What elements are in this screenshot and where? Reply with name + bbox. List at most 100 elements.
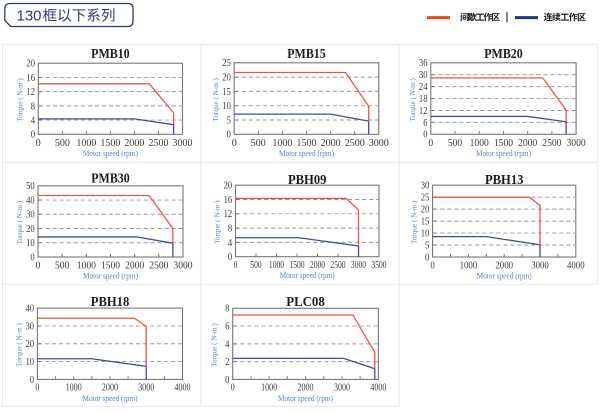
svg-text:10: 10	[222, 101, 231, 112]
svg-text:0: 0	[36, 137, 41, 149]
svg-text:500: 500	[55, 260, 70, 272]
svg-text:1000: 1000	[269, 259, 285, 271]
svg-text:0: 0	[428, 137, 433, 149]
svg-text:2000: 2000	[125, 260, 145, 272]
svg-text:Motor speed (rpm): Motor speed (rpm)	[279, 149, 334, 158]
svg-text:500: 500	[55, 137, 70, 149]
svg-text:0: 0	[30, 252, 34, 263]
svg-text:10: 10	[421, 228, 430, 239]
svg-text:Torque ( N-m ): Torque ( N-m )	[15, 78, 24, 122]
svg-text:0: 0	[425, 252, 429, 263]
svg-text:PMB15: PMB15	[287, 46, 326, 61]
svg-text:500: 500	[448, 137, 463, 149]
svg-text:0: 0	[228, 252, 232, 263]
svg-text:1000: 1000	[261, 381, 277, 393]
svg-text:6: 6	[423, 118, 427, 129]
svg-text:Torque ( N-m ): Torque ( N-m )	[408, 78, 417, 122]
svg-text:4000: 4000	[174, 381, 191, 393]
svg-text:8: 8	[228, 224, 232, 235]
svg-text:0: 0	[31, 130, 35, 141]
svg-text:2500: 2500	[345, 137, 365, 149]
svg-text:PBH09: PBH09	[288, 172, 327, 187]
svg-text:12: 12	[224, 209, 233, 220]
svg-text:0: 0	[30, 375, 34, 386]
svg-text:Torque ( N-m ): Torque ( N-m )	[213, 200, 222, 244]
svg-text:Torque ( N-m ): Torque ( N-m )	[15, 200, 24, 244]
svg-text:24: 24	[419, 82, 428, 93]
svg-text:Motor speed (rpm): Motor speed (rpm)	[83, 149, 138, 158]
svg-text:1000: 1000	[470, 137, 490, 149]
svg-text:15: 15	[222, 87, 231, 98]
svg-text:40: 40	[26, 304, 35, 315]
svg-text:3000: 3000	[173, 260, 193, 272]
svg-text:130: 130	[17, 8, 42, 25]
svg-text:Motor speed (rpm): Motor speed (rpm)	[83, 394, 138, 403]
svg-text:4000: 4000	[567, 260, 585, 272]
svg-text:4000: 4000	[370, 381, 386, 393]
svg-text:0: 0	[430, 260, 435, 272]
svg-text:2500: 2500	[330, 259, 346, 271]
svg-text:2000: 2000	[124, 137, 144, 149]
svg-text:1000: 1000	[460, 260, 478, 272]
svg-text:25: 25	[222, 58, 231, 69]
svg-text:3000: 3000	[173, 137, 193, 149]
svg-text:1500: 1500	[494, 137, 514, 149]
svg-text:0: 0	[423, 130, 427, 141]
svg-text:12: 12	[26, 87, 35, 98]
svg-text:20: 20	[26, 59, 35, 70]
svg-text:2000: 2000	[518, 137, 538, 149]
svg-text:40: 40	[26, 195, 35, 206]
svg-text:1000: 1000	[77, 260, 97, 272]
svg-text:3500: 3500	[371, 259, 387, 271]
svg-text:30: 30	[26, 321, 35, 332]
svg-text:PMB20: PMB20	[484, 46, 523, 61]
svg-text:2000: 2000	[321, 137, 341, 149]
svg-text:1000: 1000	[272, 137, 292, 149]
svg-text:10: 10	[26, 238, 35, 249]
svg-text:Torque ( N-m ): Torque ( N-m )	[210, 323, 219, 367]
svg-text:1500: 1500	[289, 259, 305, 271]
svg-text:Motor speed (rpm): Motor speed (rpm)	[280, 271, 335, 280]
svg-text:PBH18: PBH18	[91, 294, 130, 309]
svg-text:1500: 1500	[101, 260, 121, 272]
svg-text:20: 20	[26, 339, 35, 350]
svg-text:20: 20	[224, 181, 233, 192]
svg-text:25: 25	[421, 193, 430, 204]
svg-text:5: 5	[425, 240, 429, 251]
svg-text:3000: 3000	[567, 137, 587, 149]
svg-text:3000: 3000	[369, 137, 389, 149]
svg-text:2: 2	[225, 357, 229, 368]
svg-text:16: 16	[224, 195, 233, 206]
svg-text:16: 16	[26, 73, 35, 84]
svg-text:1000: 1000	[66, 381, 83, 393]
svg-text:1500: 1500	[100, 137, 120, 149]
svg-text:500: 500	[251, 137, 266, 149]
svg-text:1000: 1000	[76, 137, 96, 149]
svg-text:20: 20	[222, 73, 231, 84]
svg-text:0: 0	[231, 381, 235, 393]
svg-text:Torque ( N-m ): Torque ( N-m )	[410, 200, 419, 244]
svg-text:8: 8	[225, 304, 229, 315]
svg-text:PMB30: PMB30	[91, 171, 130, 186]
svg-text:30: 30	[419, 70, 428, 81]
svg-text:4: 4	[31, 115, 35, 126]
svg-text:500: 500	[250, 259, 262, 271]
svg-text:8: 8	[31, 101, 35, 112]
svg-text:1500: 1500	[297, 137, 317, 149]
svg-text:2000: 2000	[310, 259, 326, 271]
svg-text:0: 0	[232, 137, 237, 149]
svg-text:Motor speed (rpm): Motor speed (rpm)	[476, 149, 531, 158]
svg-text:2000: 2000	[298, 381, 314, 393]
svg-text:Torque ( N-m ): Torque ( N-m )	[211, 78, 220, 122]
svg-text:6: 6	[225, 321, 229, 332]
svg-text:0: 0	[35, 381, 39, 393]
svg-text:12: 12	[419, 106, 428, 117]
svg-text:2500: 2500	[148, 137, 168, 149]
svg-text:4: 4	[225, 339, 229, 350]
svg-text:30: 30	[421, 181, 430, 192]
svg-text:PMB10: PMB10	[91, 46, 130, 61]
svg-text:3000: 3000	[334, 381, 350, 393]
svg-text:3000: 3000	[138, 381, 155, 393]
svg-text:0: 0	[36, 260, 41, 272]
svg-text:50: 50	[26, 181, 35, 192]
